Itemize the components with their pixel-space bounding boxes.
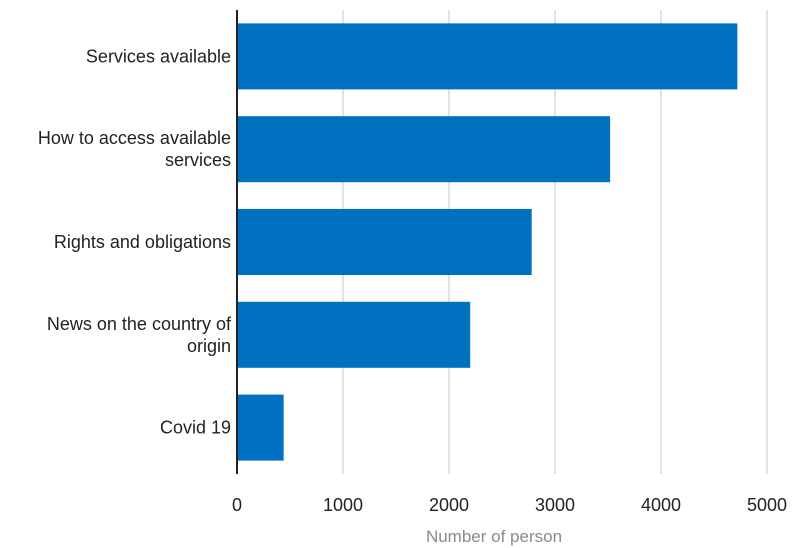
category-label-5: Covid 19 [160, 418, 231, 438]
x-tick-label-5000: 5000 [747, 495, 787, 515]
category-label-line: Rights and obligations [54, 232, 231, 252]
x-tick-label-0: 0 [232, 495, 242, 515]
category-label-2: How to access available services [38, 128, 231, 170]
category-label-line: Covid 19 [160, 418, 231, 438]
x-axis-title: Number of person [426, 527, 562, 546]
category-labels: Services available How to access availabl… [38, 46, 232, 437]
category-label-line: services [165, 150, 231, 170]
x-tick-label-4000: 4000 [641, 495, 681, 515]
category-label-line: How to access available [38, 128, 231, 148]
x-tick-labels: 0 1000 2000 3000 4000 5000 [232, 495, 787, 515]
bar-4 [237, 301, 471, 368]
bar-2 [237, 116, 611, 183]
bar-5 [237, 394, 284, 461]
x-tick-label-2000: 2000 [429, 495, 469, 515]
category-label-3: Rights and obligations [54, 232, 231, 252]
category-label-1: Services available [86, 46, 231, 66]
x-tick-label-1000: 1000 [323, 495, 363, 515]
category-label-4: News on the country of origin [47, 314, 232, 356]
category-label-line: origin [187, 336, 231, 356]
category-label-line: News on the country of [47, 314, 232, 334]
category-label-line: Services available [86, 46, 231, 66]
x-tick-label-3000: 3000 [535, 495, 575, 515]
bar-3 [237, 209, 532, 275]
bars [237, 23, 738, 461]
bar-1 [237, 23, 738, 90]
